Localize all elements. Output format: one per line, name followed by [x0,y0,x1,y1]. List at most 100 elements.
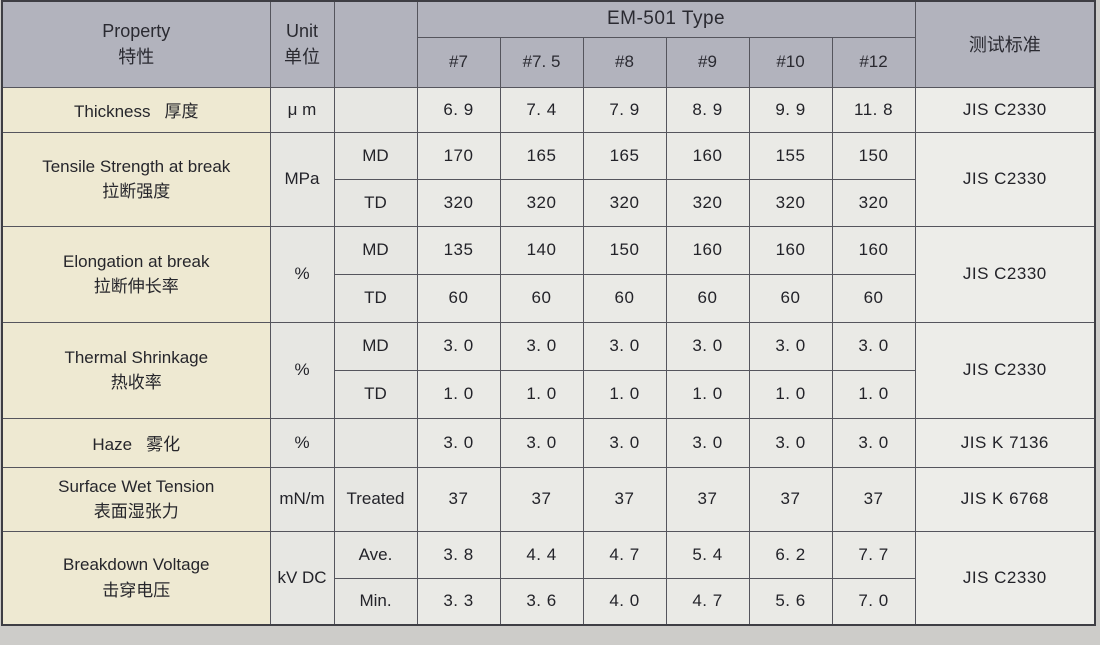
value-cell: 160 [665,225,750,275]
condition-cell: Treated [333,466,418,532]
condition-cell: TD [333,273,418,323]
table-row-tensile-md: Tensile Strength at break 拉断强度 MPa MD 17… [1,131,1096,227]
value-cell: 3. 6 [499,577,584,626]
table-row-breakdown-ave: Breakdown Voltage 击穿电压 kV DC Ave. 3. 8 4… [1,530,1096,626]
value-cell: 3. 0 [665,321,750,371]
value-cell: 320 [831,178,916,227]
value-cell: 1. 0 [665,369,750,419]
value-cell: 3. 0 [582,321,667,371]
standard-cell: JIS K 7136 [914,417,1096,468]
unit-cell: μ m [269,86,335,133]
type-column-header: #12 [831,36,916,88]
property-name-cn: 雾化 [146,435,181,454]
value-cell: 4. 7 [665,577,750,626]
condition-cell: MD [333,321,418,371]
property-name-en: Surface Wet Tension [58,476,215,496]
type-column-header: #7. 5 [499,36,584,88]
value-cell: 135 [416,225,501,275]
property-name-en: Haze [92,435,133,454]
value-cell: 60 [416,273,501,323]
value-cell: 1. 0 [831,369,916,419]
value-cell: 1. 0 [582,369,667,419]
property-name-cn: 拉断强度 [102,182,171,201]
table-row-haze: Haze 雾化 % 3. 0 3. 0 3. 0 3. 0 3. 0 3. 0 J… [1,417,1096,468]
value-cell: 60 [665,273,750,323]
value-cell: 37 [582,466,667,532]
condition-cell [333,86,418,133]
value-cell: 7. 4 [499,86,584,133]
property-name-cn: 击穿电压 [102,580,171,600]
value-cell: 320 [582,178,667,227]
value-cell: 9. 9 [748,86,833,133]
value-cell: 3. 0 [582,417,667,468]
value-cell: 3. 0 [831,417,916,468]
table-row-elongation-md: Elongation at break 拉断伸长率 % MD 135 140 1… [1,225,1096,323]
unit-column-header: Unit 单位 [269,0,335,88]
value-cell: 3. 3 [416,577,501,626]
property-header-en: Property [102,21,171,42]
value-cell: 155 [748,131,833,180]
value-cell: 320 [748,178,833,227]
value-cell: 60 [499,273,584,323]
value-cell: 6. 9 [416,86,501,133]
value-cell: 37 [831,466,916,532]
value-cell: 160 [831,225,916,275]
property-name-en: Thermal Shrinkage [64,347,209,367]
type-group-header: EM-501 Type [416,0,916,38]
property-cell: Surface Wet Tension 表面湿张力 [1,466,271,532]
standard-cell: JIS K 6768 [914,466,1096,532]
property-column-header: Property 特性 [1,0,271,88]
unit-cell: % [269,225,335,323]
value-cell: 3. 0 [748,417,833,468]
unit-header-cn: 单位 [284,47,320,68]
value-cell: 3. 0 [416,417,501,468]
value-cell: 60 [582,273,667,323]
type-column-header: #10 [748,36,833,88]
condition-cell: TD [333,369,418,419]
table-row-tensile-td: TD 320 320 320 320 320 320 [2,178,1095,227]
value-cell: 5. 6 [748,577,833,626]
value-cell: 3. 0 [416,321,501,371]
property-name-en: Tensile Strength at break [42,156,231,176]
value-cell: 37 [416,466,501,532]
value-cell: 1. 0 [499,369,584,419]
value-cell: 150 [582,225,667,275]
unit-cell: MPa [269,131,335,227]
value-cell: 3. 0 [499,417,584,468]
unit-cell: mN/m [269,466,335,532]
value-cell: 7. 7 [831,530,916,579]
unit-cell: kV DC [269,530,335,626]
property-name-en: Breakdown Voltage [63,555,210,575]
standard-cell: JIS C2330 [914,225,1096,323]
value-cell: 4. 4 [499,530,584,579]
property-name-en: Elongation at break [63,251,210,271]
value-cell: 7. 0 [831,577,916,626]
value-cell: 37 [665,466,750,532]
property-spec-table: Property 特性 Unit 单位 EM-501 Type 测试标准 #7 … [1,0,1097,626]
standard-cell: JIS C2330 [914,86,1096,133]
value-cell: 11. 8 [831,86,916,133]
value-cell: 1. 0 [748,369,833,419]
value-cell: 60 [748,273,833,323]
value-cell: 160 [665,131,750,180]
value-cell: 165 [582,131,667,180]
value-cell: 7. 9 [582,86,667,133]
type-column-header: #9 [665,36,750,88]
condition-cell: MD [333,131,418,180]
property-name-cn: 热收率 [110,373,162,392]
standard-cell: JIS C2330 [914,321,1096,419]
value-cell: 37 [748,466,833,532]
property-name-cn: 拉断伸长率 [93,277,179,296]
property-header-cn: 特性 [118,47,155,68]
value-cell: 4. 7 [582,530,667,579]
property-cell: Tensile Strength at break 拉断强度 [1,131,271,227]
condition-cell: MD [333,225,418,275]
value-cell: 37 [499,466,584,532]
value-cell: 150 [831,131,916,180]
unit-cell: % [269,417,335,468]
table-row-surface-wet-tension: Surface Wet Tension 表面湿张力 mN/m Treated 3… [1,466,1096,532]
value-cell: 3. 0 [665,417,750,468]
value-cell: 3. 8 [416,530,501,579]
table-row-thickness: Thickness 厚度 μ m 6. 9 7. 4 7. 9 8. 9 9. 9… [1,86,1096,133]
standard-column-header: 测试标准 [914,0,1096,88]
